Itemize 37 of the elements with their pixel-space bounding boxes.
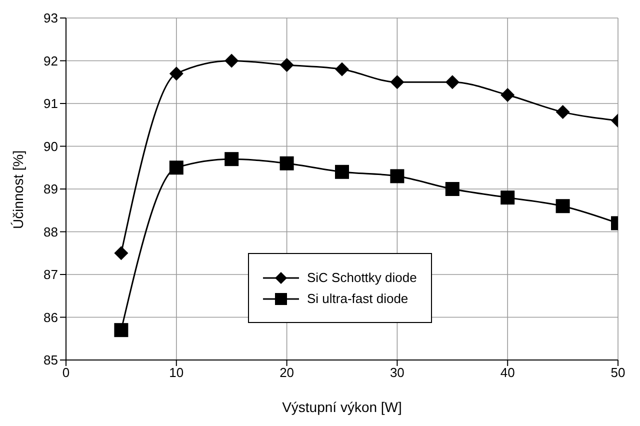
point [500,190,515,205]
point [280,156,294,170]
legend-label: Si ultra-fast diode [307,291,408,306]
x-axis-title: Výstupní výkon [W] [282,399,402,415]
point [390,169,404,184]
point [224,54,239,68]
y-tick-label: 89 [44,182,58,197]
y-tick-label: 87 [44,267,58,282]
point [224,152,239,166]
point [556,199,570,214]
point [556,105,570,120]
x-tick-label: 30 [390,365,404,380]
point [114,323,128,338]
x-tick-label: 50 [610,365,626,380]
point [445,182,460,196]
y-tick-label: 91 [44,96,58,112]
point [280,58,294,72]
point [169,160,184,175]
x-tick-label: 40 [500,365,515,380]
point [335,164,349,179]
point [390,75,404,90]
x-tick-label: 20 [280,365,294,380]
y-tick-label: 90 [44,138,58,154]
y-tick-label: 92 [44,53,58,68]
x-tick-label: 10 [169,365,184,380]
y-axis-title: Účinnost [%] [10,150,26,229]
y-tick-label: 93 [44,10,58,26]
point [169,66,184,81]
point [500,88,515,102]
point [114,246,128,260]
point [335,62,349,76]
y-tick-label: 88 [44,224,58,240]
x-tick-label: 0 [62,365,70,380]
legend-label: SiC Schottky diode [307,270,417,285]
point [445,75,460,90]
y-tick-label: 85 [44,352,58,368]
y-tick-label: 86 [44,310,58,325]
